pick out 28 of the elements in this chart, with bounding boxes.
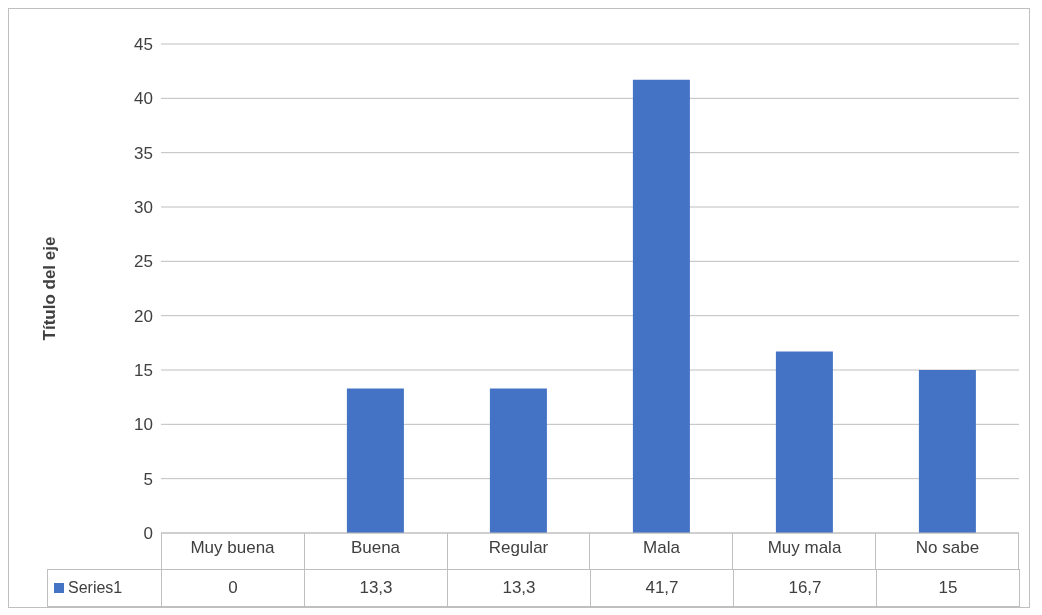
y-tick-label: 25 [134,252,153,272]
x-tick-label: Muy buena [190,538,276,558]
data-label: 16,7 [734,570,877,606]
y-tick-label: 15 [134,361,153,381]
y-tick-label: 20 [134,306,153,326]
y-tick-label: 0 [143,524,153,544]
data-label: 15 [877,570,1020,606]
x-tick-label: Muy mala [767,538,842,558]
x-tick-label: Mala [643,538,681,558]
data-label: 41,7 [591,570,734,606]
y-tick-label: 10 [134,415,153,435]
y-tick-label: 40 [134,89,153,109]
bar [632,79,690,533]
bar [489,388,547,533]
bar [775,351,833,533]
y-tick-label: 30 [134,198,153,218]
legend-label: Series1 [68,579,123,597]
y-axis-title: Título del eje [40,236,60,341]
x-tick-label: Buena [350,538,401,558]
y-tick-label: 5 [143,469,153,489]
bar [918,370,976,533]
data-label: 13,3 [305,570,448,606]
y-tick-label: 45 [134,35,153,55]
bar [346,388,404,533]
y-tick-label: 35 [134,143,153,163]
x-tick-label: No sabe [915,538,980,558]
x-tick-label: Regular [488,538,549,558]
data-label: 13,3 [448,570,591,606]
